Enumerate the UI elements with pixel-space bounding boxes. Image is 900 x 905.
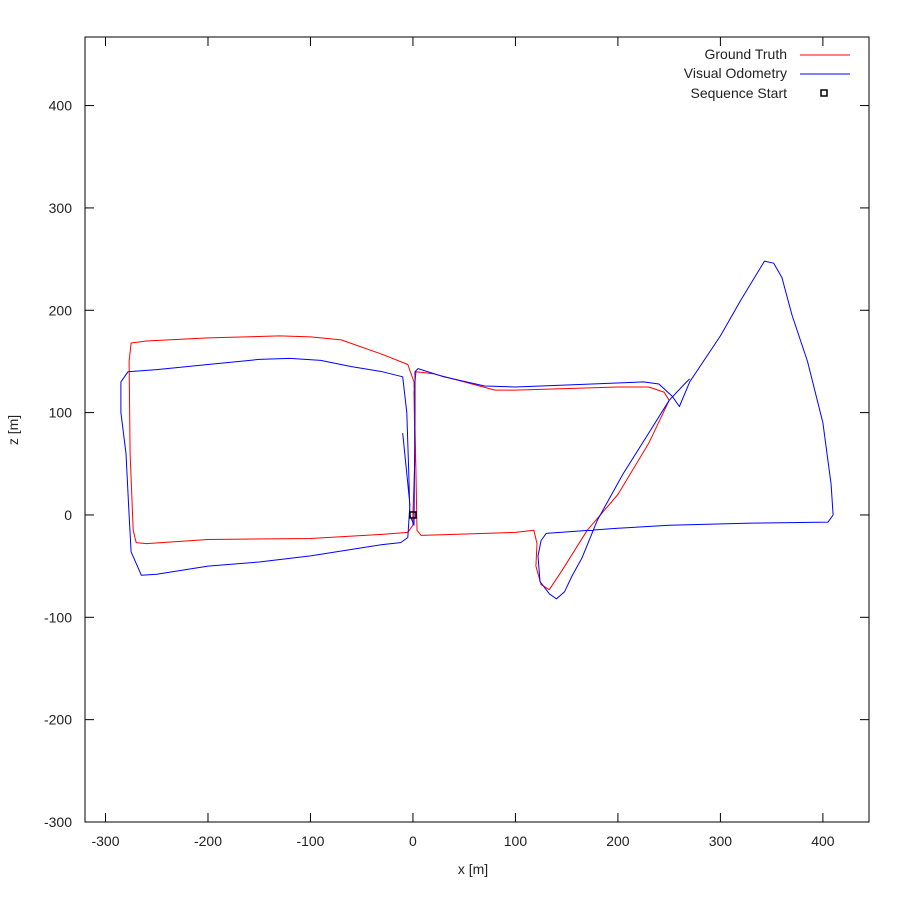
x-axis-label: x [m] xyxy=(458,861,488,877)
series-layer xyxy=(120,260,834,600)
x-tick-label: 200 xyxy=(606,833,630,849)
x-tick-label: -300 xyxy=(91,833,119,849)
y-tick-label: 0 xyxy=(64,507,72,523)
series-line-visual-odometry xyxy=(120,260,834,600)
legend: Ground Truth Visual Odometry Sequence St… xyxy=(684,46,850,101)
y-tick-label: -100 xyxy=(44,609,72,625)
marker-layer xyxy=(409,511,417,519)
y-tick-label: 200 xyxy=(49,302,73,318)
legend-marker-sequence-start xyxy=(820,89,828,97)
sequence-start-marker xyxy=(409,511,417,519)
x-tick-label: 0 xyxy=(409,833,417,849)
y-tick-label: 100 xyxy=(49,405,73,421)
x-tick-label: 400 xyxy=(811,833,835,849)
y-tick-label: -300 xyxy=(44,814,72,830)
series-line-ground-truth xyxy=(128,335,670,591)
y-axis-label: z [m] xyxy=(5,415,21,445)
x-tick-label: -200 xyxy=(194,833,222,849)
legend-label-sequence-start: Sequence Start xyxy=(690,85,787,101)
y-tick-label: -200 xyxy=(44,712,72,728)
x-tick-label: -100 xyxy=(296,833,324,849)
plot-frame xyxy=(84,36,870,823)
y-axis: -300 -200 -100 0 100 200 300 400 xyxy=(44,98,869,830)
x-tick-label: 100 xyxy=(504,833,528,849)
legend-label-visual-odometry: Visual Odometry xyxy=(684,65,787,81)
y-tick-label: 400 xyxy=(49,98,73,114)
x-tick-label: 300 xyxy=(709,833,733,849)
legend-label-ground-truth: Ground Truth xyxy=(705,46,788,62)
y-tick-label: 300 xyxy=(49,200,73,216)
x-axis: -300 -200 -100 0 100 200 300 400 xyxy=(91,37,835,849)
